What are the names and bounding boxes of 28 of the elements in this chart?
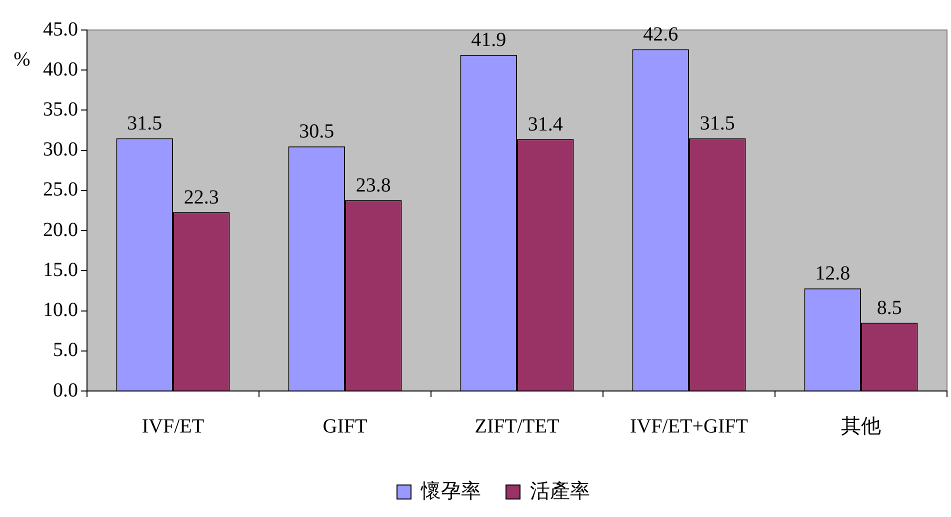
data-label: 41.9 bbox=[471, 29, 506, 52]
y-tick-label: 30.0 bbox=[43, 138, 78, 161]
data-label: 42.6 bbox=[643, 24, 678, 46]
x-tick-label: GIFT bbox=[322, 415, 368, 438]
data-label: 23.8 bbox=[356, 174, 391, 196]
y-tick-label: 45.0 bbox=[43, 18, 78, 40]
y-tick-label: 15.0 bbox=[43, 258, 78, 281]
x-tick-label: IVF/ET+GIFT bbox=[630, 415, 748, 438]
data-label: 31.5 bbox=[700, 112, 735, 135]
data-label: 31.5 bbox=[127, 112, 162, 135]
x-tick-label: 其他 bbox=[841, 415, 881, 438]
y-tick-label: 0.0 bbox=[53, 379, 78, 402]
x-tick-label: IVF/ET bbox=[142, 415, 204, 438]
y-tick-label: 25.0 bbox=[43, 178, 78, 201]
data-label: 22.3 bbox=[184, 186, 219, 208]
data-label: 30.5 bbox=[299, 120, 334, 143]
data-label: 31.4 bbox=[528, 113, 563, 136]
y-tick-label: 35.0 bbox=[43, 98, 78, 120]
data-label: 12.8 bbox=[815, 262, 850, 285]
legend-label: 懷孕率 bbox=[420, 480, 481, 502]
y-tick-label: 20.0 bbox=[43, 218, 78, 241]
y-tick-label: 5.0 bbox=[53, 339, 78, 362]
legend-label: 活產率 bbox=[530, 480, 590, 502]
data-label: 8.5 bbox=[876, 297, 902, 320]
x-tick-label: ZIFT/TET bbox=[474, 415, 560, 438]
y-axis-title: % bbox=[14, 48, 30, 70]
y-tick-label: 10.0 bbox=[43, 299, 78, 322]
y-tick-label: 40.0 bbox=[43, 58, 78, 80]
